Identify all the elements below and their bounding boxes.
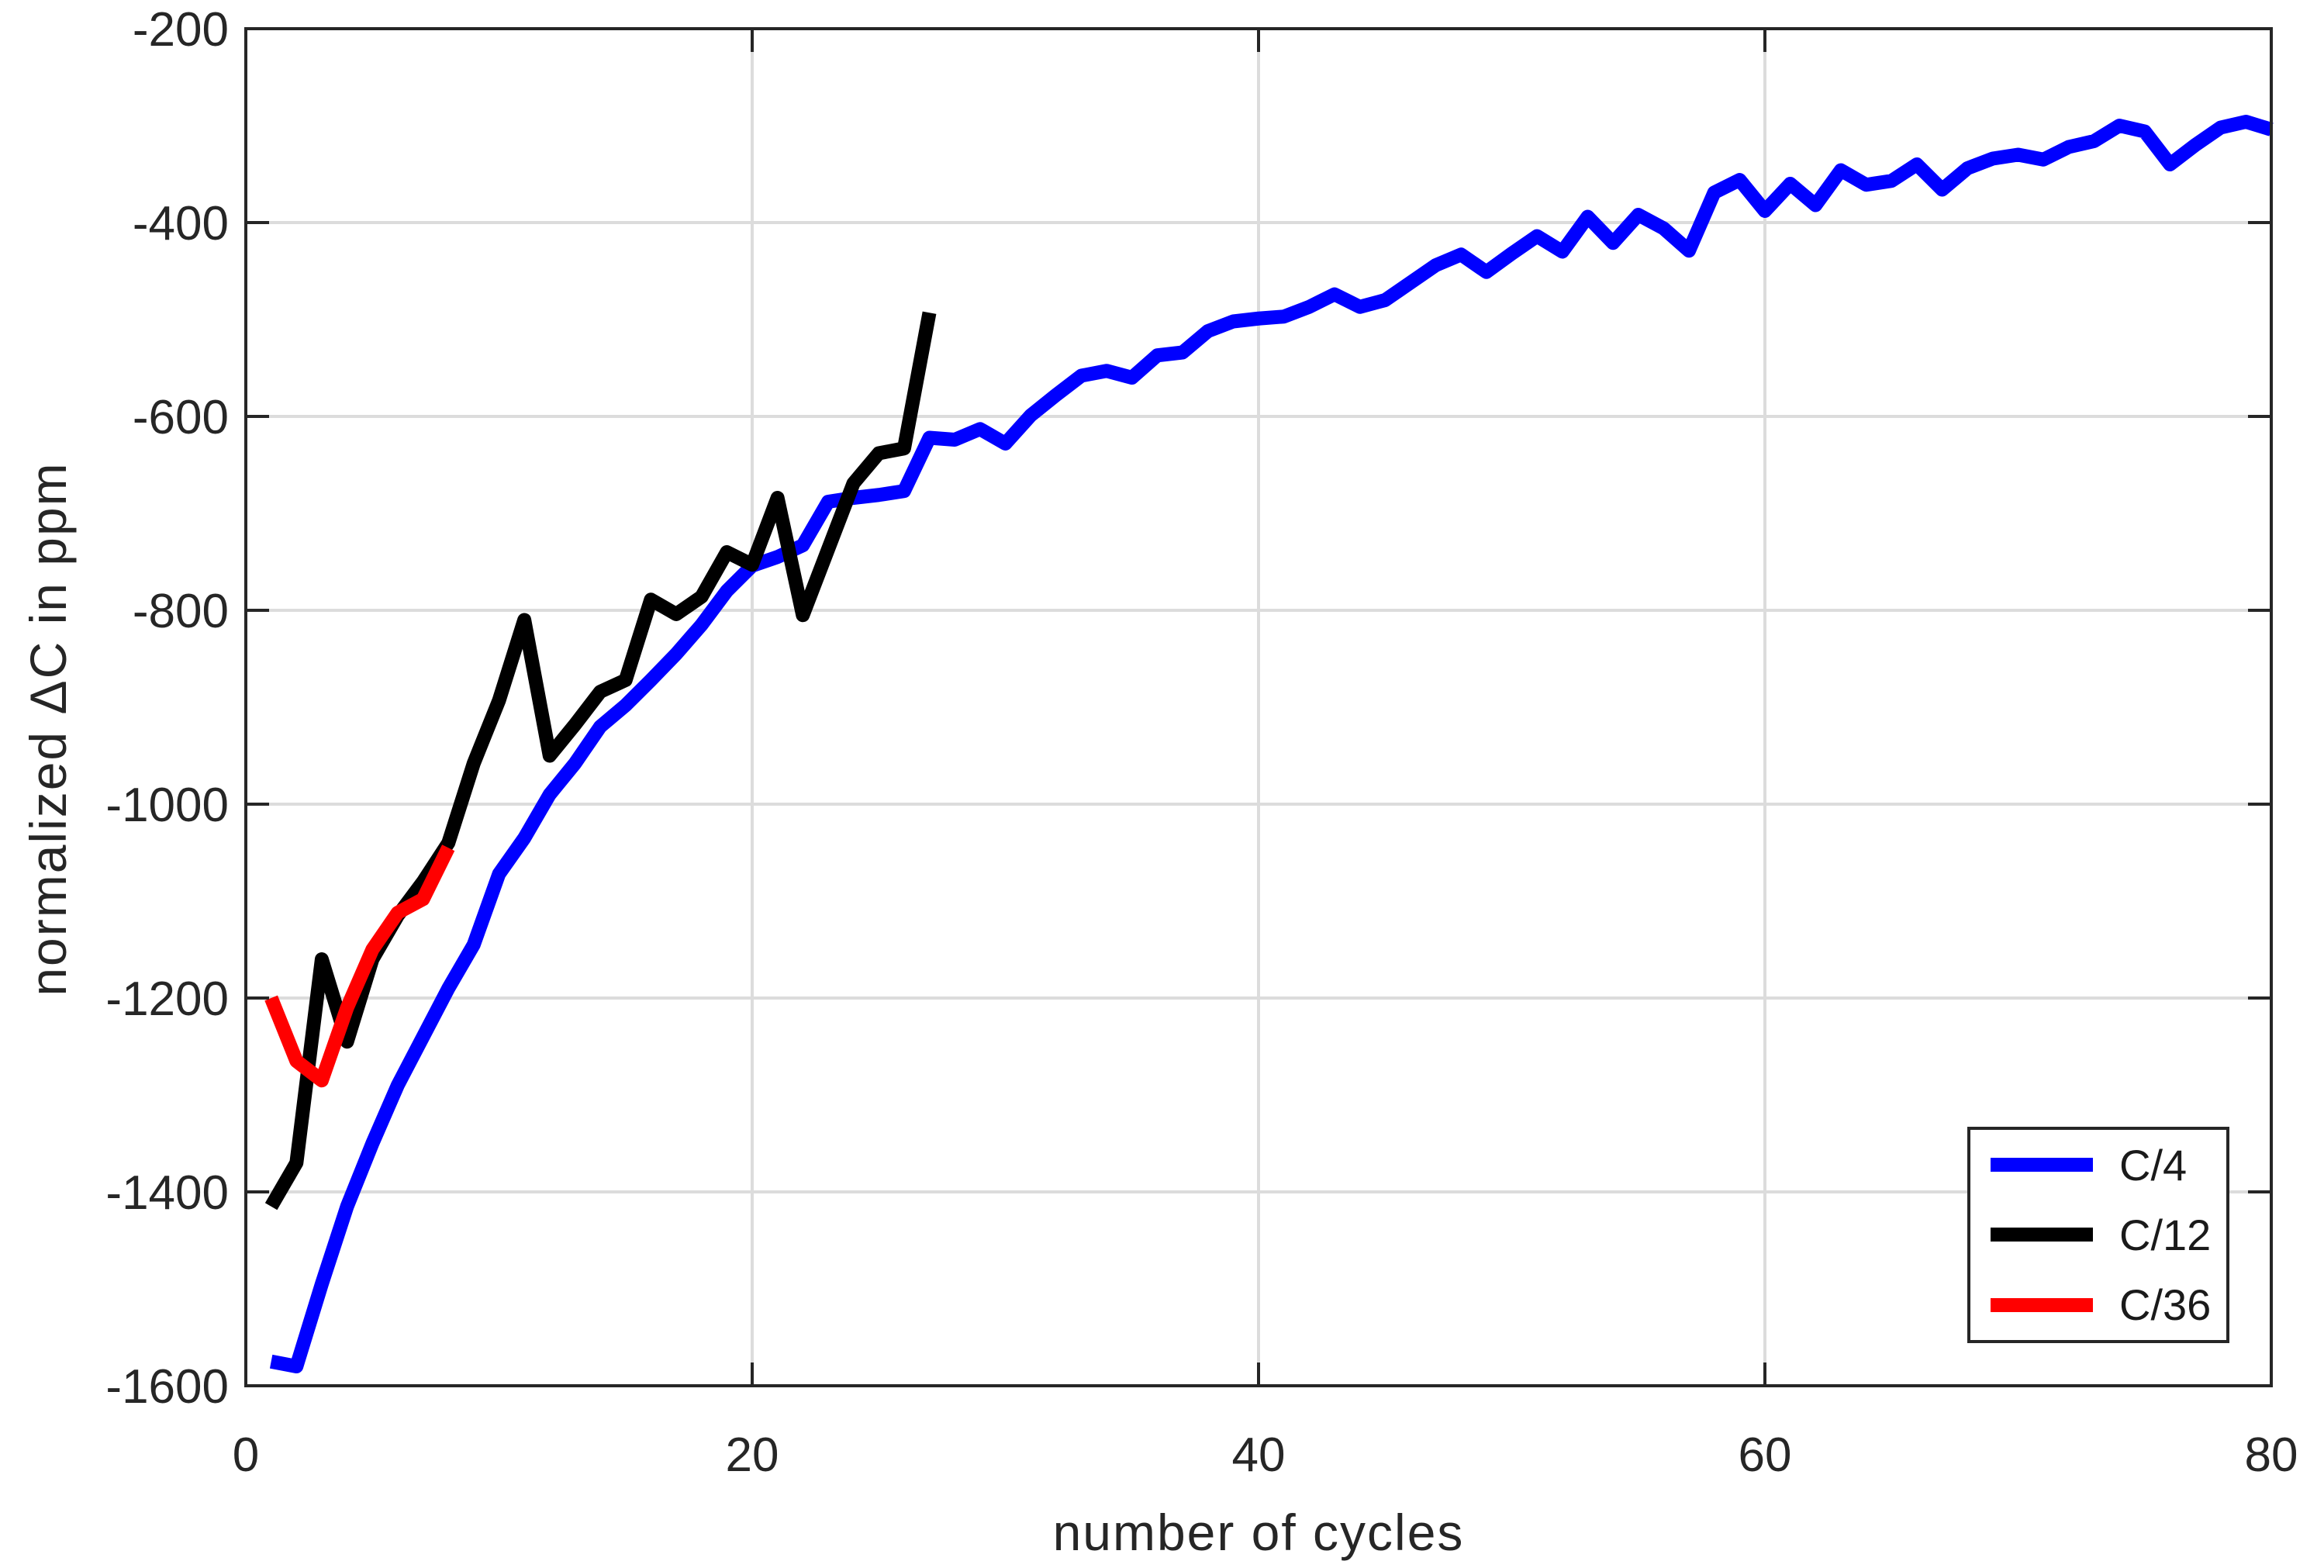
legend-label: C/12: [2119, 1210, 2212, 1259]
y-tick-label: -200: [133, 3, 229, 57]
x-tick-label: 80: [2245, 1428, 2298, 1482]
x-tick-label: 40: [1232, 1428, 1286, 1482]
y-tick-label: -400: [133, 197, 229, 250]
y-tick-label: -1600: [105, 1360, 229, 1414]
y-tick-label: -600: [133, 391, 229, 444]
legend-label: C/4: [2119, 1140, 2188, 1190]
x-tick-label: 20: [726, 1428, 779, 1482]
legend-item: C/36: [1970, 1280, 2226, 1330]
y-tick-label: -1000: [105, 779, 229, 832]
x-tick-label: 0: [233, 1428, 259, 1482]
y-tick-label: -1400: [105, 1166, 229, 1220]
y-tick-label: -1200: [105, 972, 229, 1026]
series-line-C/4: [269, 115, 2274, 1373]
legend-line-sample-c36: [1991, 1297, 2093, 1312]
x-tick-label: 60: [1739, 1428, 1792, 1482]
legend-line-sample-c12: [1991, 1228, 2093, 1242]
series-line-C/12: [264, 311, 937, 1211]
series-line-C/36: [264, 844, 455, 1088]
y-axis-label: normalized ΔC in ppm: [19, 461, 77, 996]
legend-line-sample-c4: [1991, 1158, 2093, 1173]
x-axis-label: number of cycles: [1052, 1504, 1465, 1561]
y-tick-label: -800: [133, 585, 229, 638]
legend-label: C/36: [2119, 1280, 2212, 1330]
legend-item: C/12: [1970, 1210, 2226, 1260]
legend: C/4 C/12 C/36: [1967, 1127, 2229, 1343]
legend-item: C/4: [1970, 1140, 2226, 1190]
